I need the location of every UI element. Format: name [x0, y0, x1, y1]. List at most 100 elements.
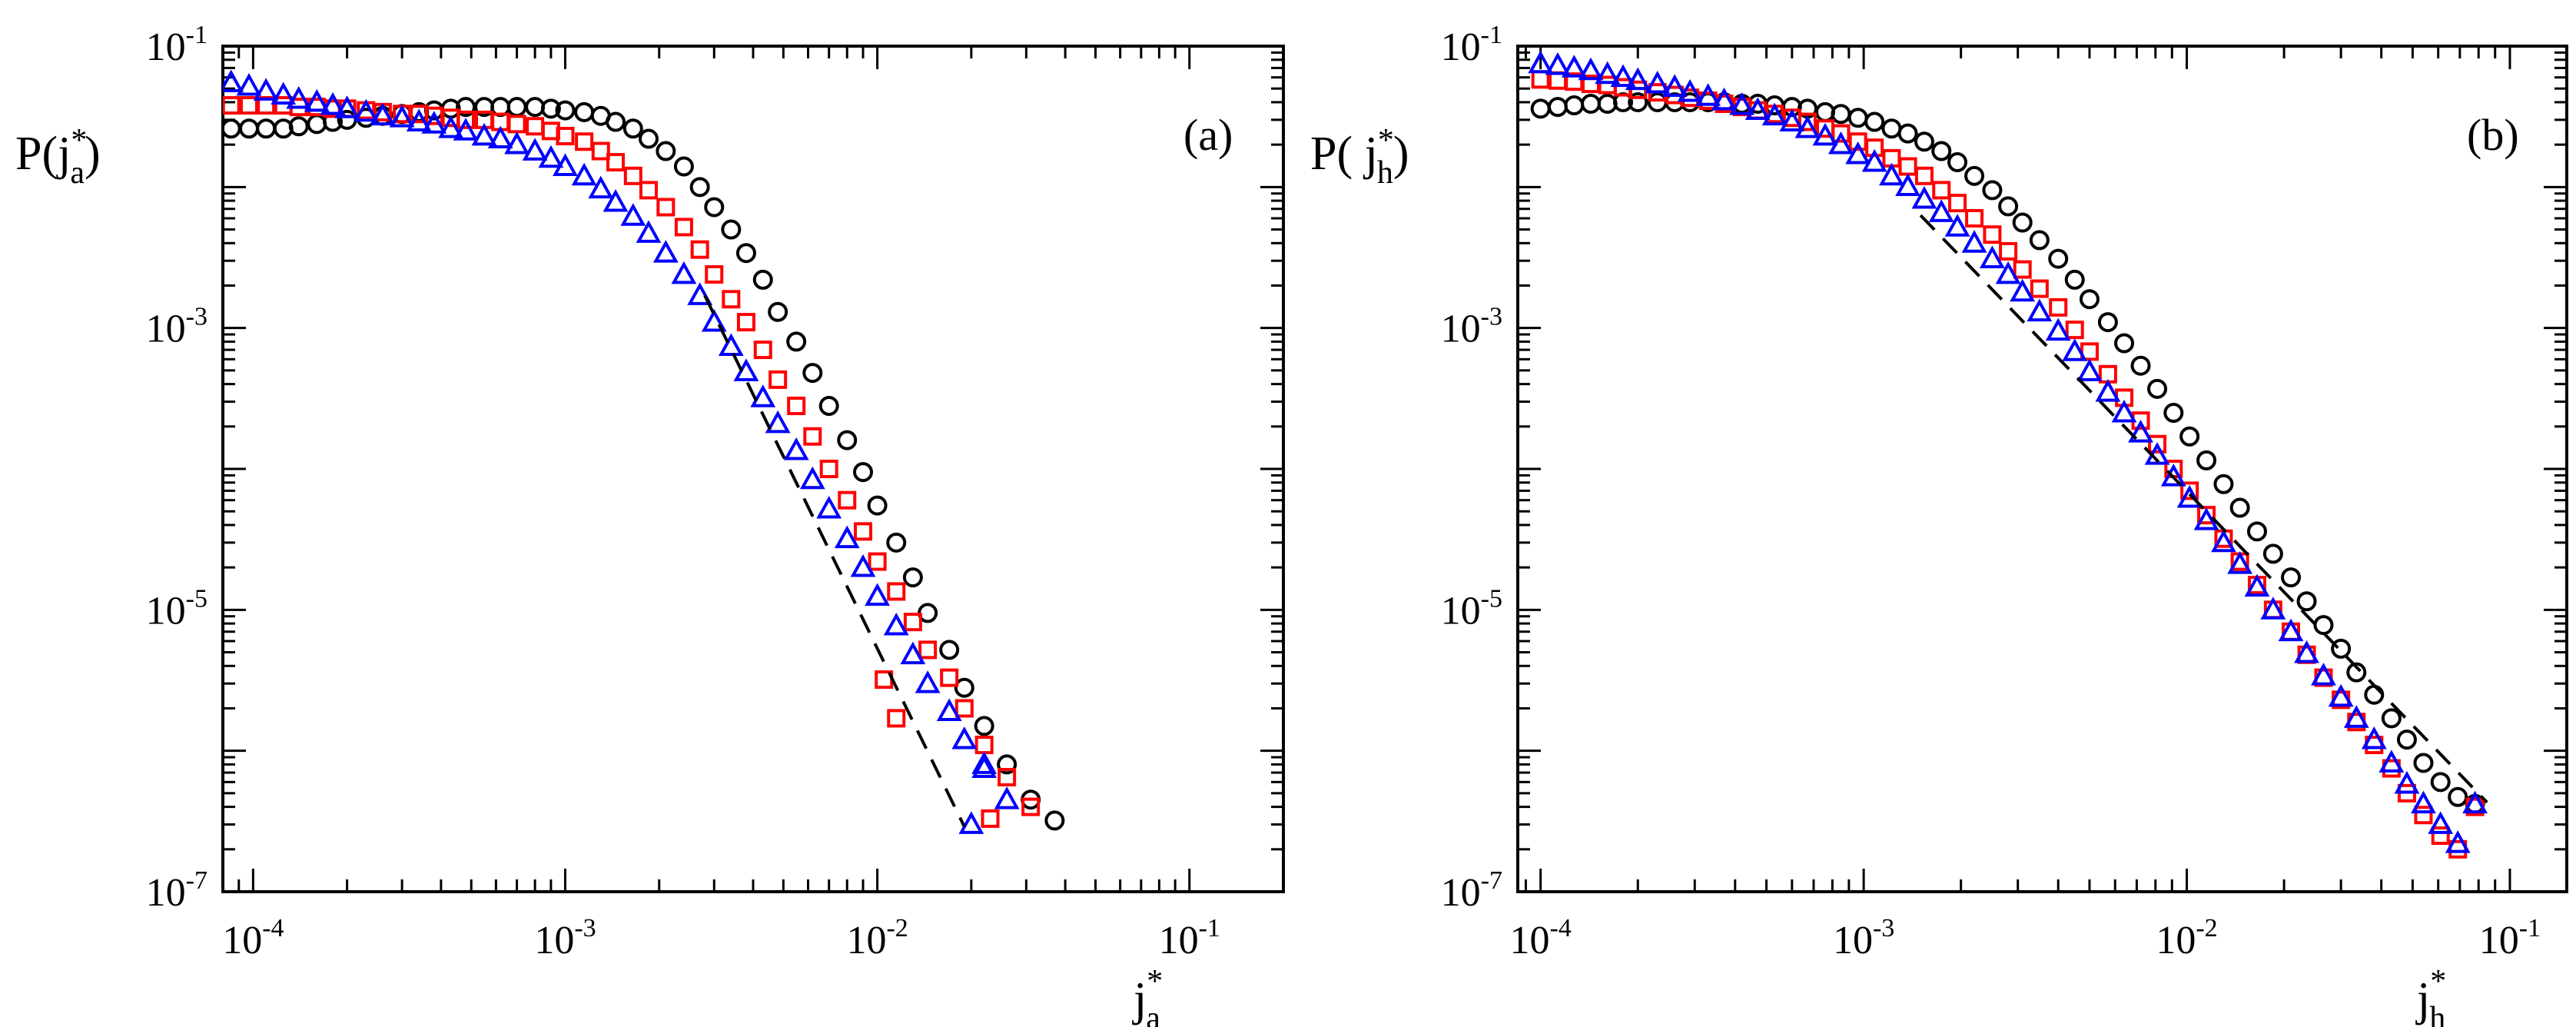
- square-marker: [1948, 194, 1967, 213]
- y-tick-label: 10-7: [1441, 866, 1502, 915]
- circle-marker: [2147, 378, 2168, 399]
- triangle-marker: [1661, 74, 1688, 98]
- triangle-marker: [1561, 55, 1587, 78]
- triangle-marker: [2260, 597, 2286, 620]
- square-marker: [623, 166, 642, 185]
- circle-marker: [886, 532, 907, 553]
- triangle-marker: [816, 495, 842, 519]
- tick-base: 10: [222, 919, 262, 962]
- triangle-marker: [2343, 705, 2369, 728]
- triangle-marker: [951, 726, 978, 749]
- tick-base: 10: [2156, 919, 2196, 962]
- tick-exponent: -5: [1481, 584, 1502, 613]
- series-circles: [223, 97, 1065, 831]
- triangle-marker: [2244, 573, 2270, 597]
- circle-marker: [656, 141, 676, 161]
- triangle-marker: [1812, 122, 1838, 146]
- triangle-marker: [718, 333, 744, 357]
- y-axis-superscript: *: [1378, 123, 1394, 158]
- tick-base: 10: [146, 589, 186, 633]
- axis-ticks: [221, 45, 1285, 893]
- circle-marker: [622, 118, 643, 139]
- triangle-marker: [1695, 83, 1721, 106]
- triangle-marker: [620, 203, 646, 226]
- square-marker: [223, 96, 241, 115]
- circle-marker: [2331, 638, 2352, 659]
- circle-marker: [1864, 111, 1885, 132]
- plot-area: [223, 69, 1065, 834]
- x-tick-label: 10-2: [2156, 914, 2217, 962]
- circle-marker: [1897, 123, 1918, 144]
- triangle-marker: [2211, 529, 2236, 553]
- triangle-marker: [636, 220, 662, 243]
- triangle-marker: [2278, 618, 2304, 642]
- triangle-marker: [2445, 830, 2471, 853]
- triangle-marker: [1861, 148, 1887, 172]
- triangle-marker: [334, 95, 360, 118]
- square-marker: [2414, 806, 2433, 825]
- square-marker: [2431, 826, 2450, 846]
- triangle-marker: [2062, 338, 2088, 361]
- circle-marker: [2262, 543, 2283, 564]
- triangle-marker: [1625, 67, 1651, 91]
- circle-marker: [1947, 152, 1968, 173]
- circle-marker: [1580, 93, 1601, 114]
- triangle-marker: [2160, 464, 2186, 487]
- square-marker: [526, 117, 545, 136]
- triangle-marker: [2027, 298, 2053, 322]
- circle-marker: [223, 118, 241, 139]
- tick-base: 10: [146, 25, 186, 69]
- circle-marker: [2130, 355, 2151, 376]
- square-marker: [1932, 181, 1951, 200]
- triangle-marker: [286, 85, 312, 109]
- circle-marker: [256, 118, 277, 139]
- triangle-marker: [253, 78, 279, 101]
- circle-marker: [802, 363, 823, 384]
- circle-marker: [853, 462, 874, 483]
- square-marker: [2030, 279, 2049, 298]
- triangle-marker: [936, 698, 962, 721]
- triangle-marker: [304, 88, 330, 112]
- triangle-marker: [1779, 108, 1805, 131]
- tick-base: 10: [146, 871, 186, 915]
- dashed-fit-line: [703, 294, 966, 828]
- circle-marker: [456, 97, 476, 118]
- square-marker: [656, 198, 676, 217]
- square-marker: [998, 767, 1017, 786]
- triangle-marker: [2462, 790, 2488, 814]
- triangle-marker: [1828, 131, 1854, 155]
- tick-exponent: -3: [1481, 303, 1502, 331]
- square-marker: [854, 522, 873, 541]
- triangle-marker: [2294, 640, 2319, 663]
- y-axis-prefix: P(: [1310, 128, 1365, 180]
- triangle-marker: [2095, 379, 2121, 402]
- triangle-marker: [2428, 811, 2454, 834]
- tick-base: 10: [1441, 25, 1481, 69]
- x-axis-title: j* a: [1132, 964, 1163, 1027]
- triangle-marker: [2128, 420, 2153, 443]
- circle-marker: [974, 716, 994, 736]
- circle-marker: [867, 495, 888, 516]
- triangle-marker: [1761, 102, 1788, 126]
- plot-area: [1528, 50, 2488, 859]
- y-axis-title: P( j* h): [1310, 123, 1409, 191]
- triangle-marker: [353, 98, 379, 122]
- circle-marker: [735, 243, 756, 264]
- square-marker: [1831, 124, 1851, 143]
- circle-marker: [954, 677, 974, 698]
- circle-marker: [1847, 108, 1868, 128]
- tick-exponent: -1: [1199, 914, 1220, 942]
- circle-marker: [238, 118, 259, 139]
- circle-marker: [1564, 95, 1585, 116]
- y-axis-subscript: h: [1377, 155, 1393, 191]
- x-axis-subscript: a: [1146, 1001, 1160, 1027]
- x-tick-label: 10-3: [1833, 914, 1894, 962]
- y-axis-suffix: ): [1393, 128, 1409, 180]
- circle-marker: [2281, 567, 2302, 588]
- triangle-marker: [1911, 186, 1937, 209]
- tick-base: 10: [2479, 919, 2519, 962]
- square-marker: [1021, 797, 1041, 816]
- triangle-marker: [994, 786, 1020, 809]
- square-marker: [887, 582, 906, 601]
- circle-marker: [2448, 786, 2468, 807]
